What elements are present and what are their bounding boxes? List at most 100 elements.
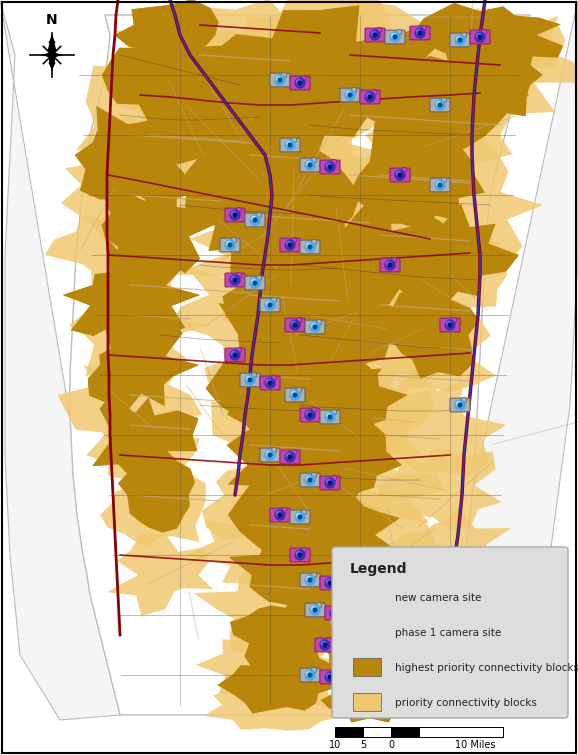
Circle shape bbox=[328, 581, 332, 585]
Polygon shape bbox=[227, 396, 373, 519]
FancyBboxPatch shape bbox=[332, 547, 568, 718]
Circle shape bbox=[308, 673, 312, 676]
Circle shape bbox=[331, 670, 337, 675]
Circle shape bbox=[327, 579, 331, 584]
FancyBboxPatch shape bbox=[320, 670, 340, 684]
FancyBboxPatch shape bbox=[305, 320, 325, 334]
FancyBboxPatch shape bbox=[340, 88, 360, 102]
Circle shape bbox=[388, 263, 392, 267]
Circle shape bbox=[291, 237, 297, 243]
Circle shape bbox=[312, 572, 317, 578]
FancyBboxPatch shape bbox=[270, 73, 290, 87]
FancyBboxPatch shape bbox=[450, 398, 470, 411]
Circle shape bbox=[233, 353, 237, 357]
FancyBboxPatch shape bbox=[325, 606, 345, 620]
Circle shape bbox=[271, 448, 277, 453]
Circle shape bbox=[285, 140, 295, 150]
Circle shape bbox=[325, 672, 335, 682]
Polygon shape bbox=[227, 337, 384, 471]
Circle shape bbox=[295, 512, 305, 522]
Polygon shape bbox=[155, 0, 384, 88]
Circle shape bbox=[327, 637, 332, 643]
Circle shape bbox=[395, 170, 405, 180]
FancyBboxPatch shape bbox=[320, 160, 340, 174]
Circle shape bbox=[285, 452, 295, 462]
Polygon shape bbox=[399, 3, 563, 72]
Circle shape bbox=[278, 513, 282, 517]
Circle shape bbox=[373, 33, 377, 37]
Polygon shape bbox=[185, 90, 361, 295]
Circle shape bbox=[328, 675, 332, 679]
Circle shape bbox=[305, 475, 315, 485]
Circle shape bbox=[305, 575, 315, 585]
Circle shape bbox=[288, 143, 292, 146]
Polygon shape bbox=[440, 12, 555, 82]
FancyBboxPatch shape bbox=[410, 26, 430, 40]
Circle shape bbox=[331, 609, 336, 614]
Polygon shape bbox=[45, 205, 185, 317]
Circle shape bbox=[305, 242, 315, 252]
Polygon shape bbox=[365, 288, 479, 379]
Circle shape bbox=[306, 671, 311, 676]
Text: new camera site: new camera site bbox=[395, 593, 481, 603]
Circle shape bbox=[291, 137, 297, 143]
Polygon shape bbox=[290, 414, 402, 516]
Polygon shape bbox=[114, 0, 218, 72]
Circle shape bbox=[435, 180, 445, 190]
FancyBboxPatch shape bbox=[280, 238, 300, 252]
Circle shape bbox=[398, 173, 402, 177]
Circle shape bbox=[333, 612, 337, 615]
Circle shape bbox=[365, 92, 375, 102]
Circle shape bbox=[363, 631, 367, 635]
Circle shape bbox=[328, 481, 332, 485]
Circle shape bbox=[458, 403, 462, 407]
Bar bbox=[363, 727, 391, 737]
Circle shape bbox=[360, 593, 370, 603]
Polygon shape bbox=[290, 414, 402, 516]
Polygon shape bbox=[285, 495, 400, 583]
Polygon shape bbox=[349, 112, 485, 230]
Polygon shape bbox=[135, 46, 284, 159]
Circle shape bbox=[225, 240, 235, 250]
Circle shape bbox=[287, 454, 291, 458]
Circle shape bbox=[391, 257, 397, 263]
FancyBboxPatch shape bbox=[365, 28, 385, 42]
Circle shape bbox=[301, 547, 307, 553]
Circle shape bbox=[328, 415, 332, 419]
Circle shape bbox=[436, 101, 441, 106]
Polygon shape bbox=[399, 3, 563, 72]
FancyBboxPatch shape bbox=[290, 510, 310, 524]
Polygon shape bbox=[70, 15, 530, 715]
Polygon shape bbox=[41, 53, 52, 57]
Polygon shape bbox=[88, 317, 199, 415]
Polygon shape bbox=[358, 134, 543, 273]
Circle shape bbox=[251, 217, 256, 221]
Circle shape bbox=[230, 210, 240, 220]
FancyBboxPatch shape bbox=[220, 238, 240, 252]
Circle shape bbox=[331, 476, 337, 481]
Text: 5: 5 bbox=[360, 740, 366, 750]
FancyBboxPatch shape bbox=[285, 318, 305, 332]
Polygon shape bbox=[425, 0, 578, 715]
Circle shape bbox=[231, 351, 236, 356]
Circle shape bbox=[257, 212, 262, 217]
Polygon shape bbox=[227, 337, 384, 471]
Polygon shape bbox=[76, 54, 229, 167]
Polygon shape bbox=[114, 0, 218, 72]
Polygon shape bbox=[227, 396, 373, 519]
Text: Legend: Legend bbox=[350, 562, 407, 576]
Circle shape bbox=[275, 510, 285, 520]
FancyBboxPatch shape bbox=[270, 508, 290, 522]
FancyBboxPatch shape bbox=[225, 208, 245, 222]
Circle shape bbox=[366, 624, 372, 630]
Polygon shape bbox=[347, 307, 496, 409]
Circle shape bbox=[281, 507, 287, 513]
Circle shape bbox=[265, 378, 275, 388]
Polygon shape bbox=[107, 534, 213, 616]
Polygon shape bbox=[52, 53, 63, 57]
Bar bbox=[335, 727, 363, 737]
Circle shape bbox=[345, 90, 355, 100]
Circle shape bbox=[401, 168, 407, 173]
Polygon shape bbox=[102, 180, 214, 273]
FancyBboxPatch shape bbox=[300, 158, 320, 172]
